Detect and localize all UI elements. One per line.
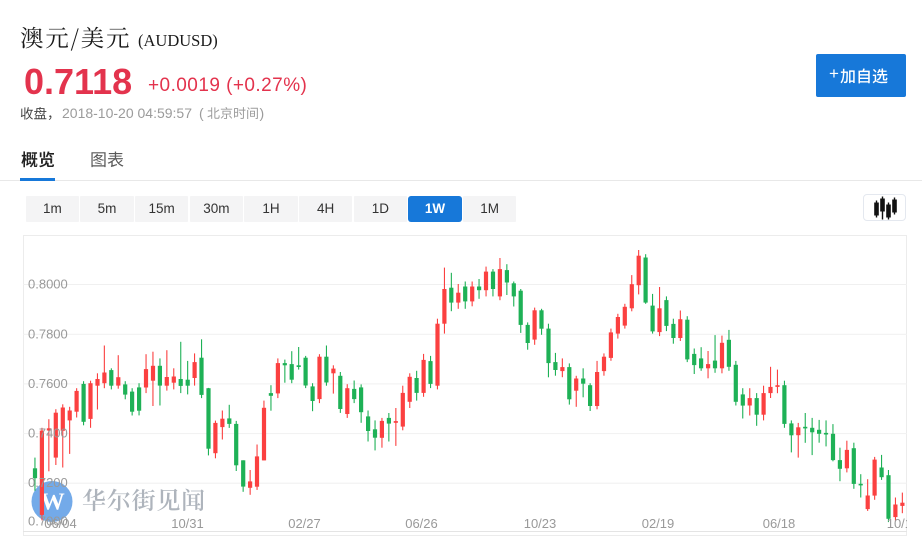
svg-text:10/31: 10/31 — [171, 516, 204, 531]
svg-text:10/15: 10/15 — [887, 516, 907, 531]
svg-text:0.7000: 0.7000 — [28, 514, 68, 529]
svg-text:0.7800: 0.7800 — [28, 326, 68, 341]
svg-text:10/23: 10/23 — [524, 516, 557, 531]
svg-text:06/18: 06/18 — [763, 516, 796, 531]
svg-text:0.7200: 0.7200 — [28, 475, 68, 490]
svg-text:06/04: 06/04 — [44, 516, 77, 531]
svg-text:0.7400: 0.7400 — [28, 426, 68, 441]
svg-text:0.8000: 0.8000 — [28, 277, 68, 292]
svg-text:02/19: 02/19 — [642, 516, 675, 531]
svg-text:0.7600: 0.7600 — [28, 376, 68, 391]
svg-text:02/27: 02/27 — [288, 516, 321, 531]
svg-text:W: W — [40, 489, 65, 516]
svg-text:06/26: 06/26 — [405, 516, 438, 531]
